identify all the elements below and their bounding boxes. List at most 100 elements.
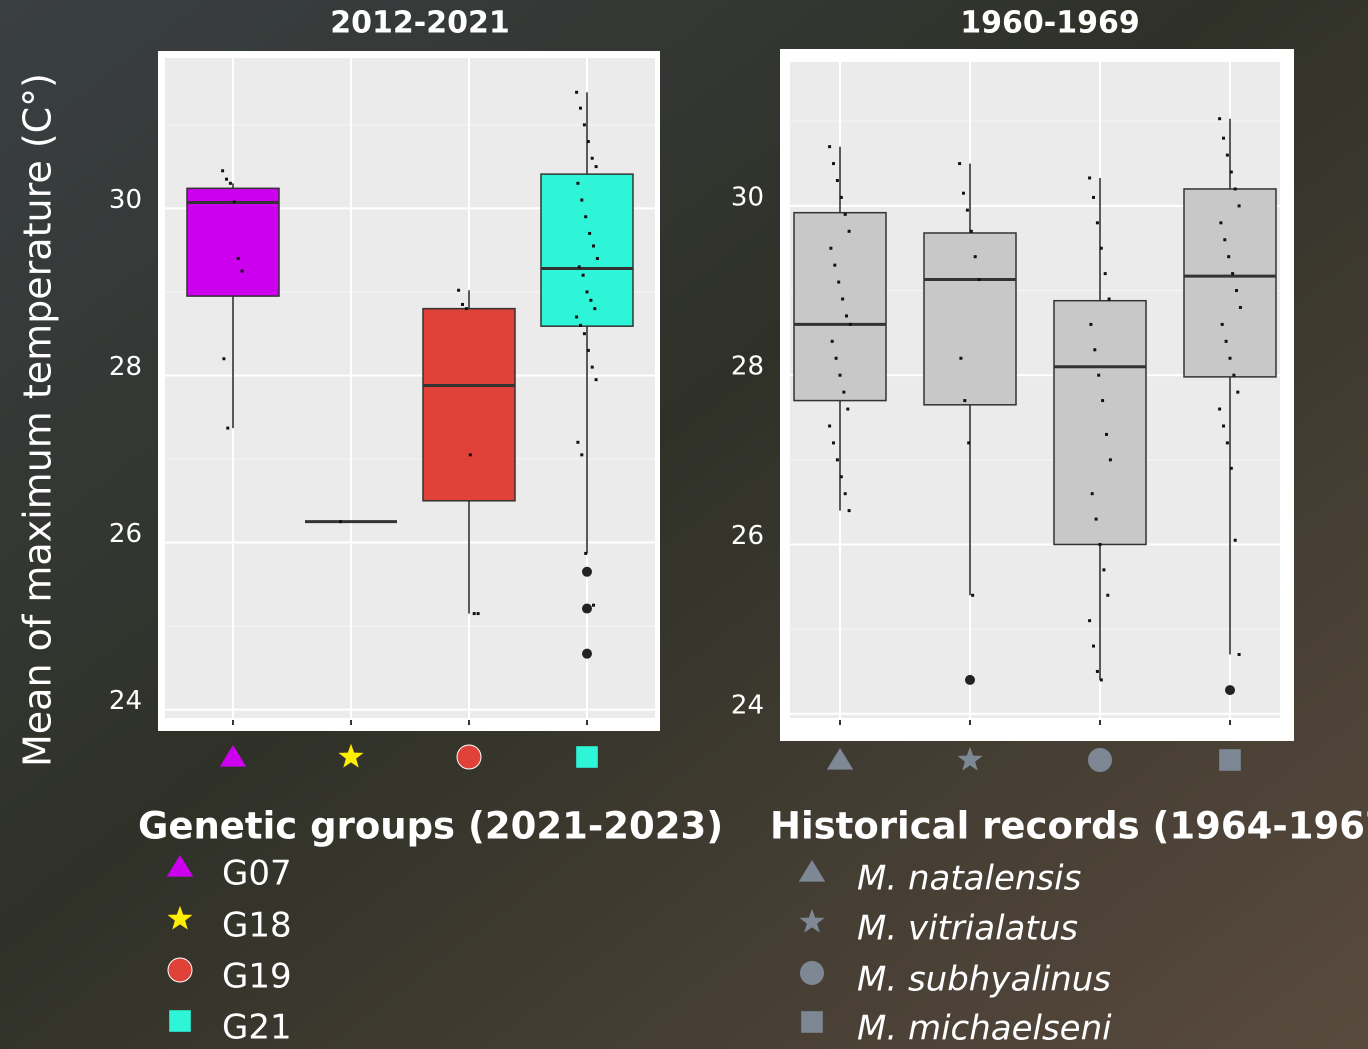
- data-point: [579, 107, 582, 110]
- box: [423, 309, 515, 501]
- data-point: [1232, 374, 1235, 377]
- data-point: [582, 274, 585, 277]
- data-point: [469, 453, 472, 456]
- data-point: [1104, 272, 1107, 275]
- data-point: [575, 315, 578, 318]
- data-point: [1088, 176, 1091, 179]
- y-tick-label: 26: [109, 519, 142, 549]
- y-tick-label: 24: [109, 686, 142, 716]
- data-point: [1226, 154, 1229, 157]
- page: {"y_axis_label": "Mean of maximum temper…: [0, 0, 1368, 1049]
- data-point: [839, 374, 842, 377]
- y-tick-label: 30: [109, 185, 142, 215]
- data-point: [578, 265, 581, 268]
- data-point: [584, 552, 587, 555]
- data-point: [587, 140, 590, 143]
- data-point: [225, 178, 228, 181]
- data-point: [589, 299, 592, 302]
- data-point: [473, 612, 476, 615]
- data-point: [580, 453, 583, 456]
- box: [541, 174, 633, 326]
- data-point: [828, 424, 831, 427]
- data-point: [1231, 272, 1234, 275]
- chart: Mean of maximum temperature (C°) 2012-20…: [0, 0, 1368, 1049]
- data-point: [229, 182, 232, 185]
- legend-label: M. natalensis: [857, 859, 1081, 899]
- data-point: [339, 520, 342, 523]
- data-point: [848, 509, 851, 512]
- data-point: [1099, 543, 1102, 546]
- data-point: [1222, 137, 1225, 140]
- x-axis-symbol: [1219, 749, 1241, 771]
- data-point: [1225, 340, 1228, 343]
- data-point: [840, 196, 843, 199]
- outlier: [965, 675, 975, 685]
- data-point: [1092, 645, 1095, 648]
- data-point: [836, 179, 839, 182]
- data-point: [233, 200, 236, 203]
- data-point: [580, 199, 583, 202]
- legend-symbol: [800, 961, 824, 985]
- data-point: [846, 408, 849, 411]
- data-point: [840, 475, 843, 478]
- data-point: [595, 165, 598, 168]
- data-point: [962, 192, 965, 195]
- data-point: [1088, 619, 1091, 622]
- data-point: [1092, 196, 1095, 199]
- data-point: [1091, 492, 1094, 495]
- data-point: [837, 281, 840, 284]
- y-tick-label: 30: [731, 182, 764, 212]
- data-point: [586, 290, 589, 293]
- data-point: [1238, 204, 1241, 207]
- x-axis-symbol: [576, 746, 598, 768]
- data-point: [1102, 568, 1105, 571]
- box: [187, 188, 279, 296]
- data-point: [593, 307, 596, 310]
- data-point: [1101, 399, 1104, 402]
- data-point: [1109, 458, 1112, 461]
- data-point: [1221, 323, 1224, 326]
- data-point: [591, 366, 594, 369]
- data-point: [978, 278, 981, 281]
- data-point: [1219, 221, 1222, 224]
- legend-title: Historical records (1964-1967): [770, 805, 1368, 848]
- y-tick-label: 28: [731, 352, 764, 382]
- box: [794, 213, 886, 401]
- data-point: [1089, 323, 1092, 326]
- data-point: [584, 215, 587, 218]
- data-point: [1234, 187, 1237, 190]
- data-point: [1097, 374, 1100, 377]
- data-point: [1105, 433, 1108, 436]
- y-tick-label: 26: [731, 521, 764, 551]
- data-point: [576, 182, 579, 185]
- outlier: [582, 649, 592, 659]
- plot-panel: [165, 58, 655, 718]
- y-tick-label: 28: [109, 352, 142, 382]
- data-point: [588, 232, 591, 235]
- legend-label: G21: [222, 1008, 292, 1048]
- data-point: [958, 162, 961, 165]
- legend-label: M. vitrialatus: [857, 909, 1078, 949]
- data-point: [1229, 357, 1232, 360]
- data-point: [1226, 441, 1229, 444]
- data-point: [832, 441, 835, 444]
- data-point: [241, 270, 244, 273]
- data-point: [237, 257, 240, 260]
- data-point: [591, 157, 594, 160]
- data-point: [828, 145, 831, 148]
- data-point: [592, 604, 595, 607]
- data-point: [842, 391, 845, 394]
- data-point: [1095, 518, 1098, 521]
- chart-title: 1960-1969: [960, 6, 1139, 41]
- chart-title: 2012-2021: [330, 6, 509, 41]
- data-point: [1100, 247, 1103, 250]
- data-point: [831, 340, 834, 343]
- box: [1054, 301, 1146, 545]
- data-point: [457, 289, 460, 292]
- data-point: [1230, 467, 1233, 470]
- data-point: [576, 441, 579, 444]
- data-point: [845, 314, 848, 317]
- data-point: [835, 357, 838, 360]
- data-point: [461, 303, 464, 306]
- data-point: [579, 324, 582, 327]
